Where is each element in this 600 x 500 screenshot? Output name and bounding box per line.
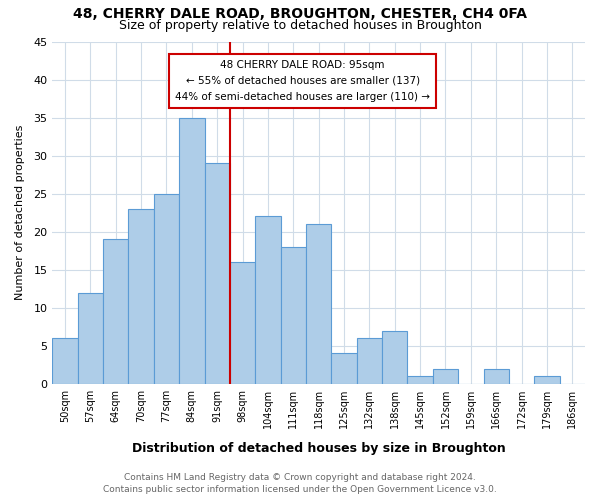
Bar xyxy=(534,376,560,384)
Bar xyxy=(433,368,458,384)
Bar xyxy=(255,216,281,384)
Bar xyxy=(154,194,179,384)
Bar xyxy=(77,292,103,384)
Bar xyxy=(205,163,230,384)
Text: Contains HM Land Registry data © Crown copyright and database right 2024.
Contai: Contains HM Land Registry data © Crown c… xyxy=(103,472,497,494)
Bar xyxy=(52,338,77,384)
Bar xyxy=(357,338,382,384)
Bar xyxy=(331,354,357,384)
Bar xyxy=(230,262,255,384)
X-axis label: Distribution of detached houses by size in Broughton: Distribution of detached houses by size … xyxy=(132,442,506,455)
Text: Size of property relative to detached houses in Broughton: Size of property relative to detached ho… xyxy=(119,19,481,32)
Bar xyxy=(103,240,128,384)
Bar xyxy=(128,209,154,384)
Bar xyxy=(306,224,331,384)
Y-axis label: Number of detached properties: Number of detached properties xyxy=(15,125,25,300)
Text: 48 CHERRY DALE ROAD: 95sqm
← 55% of detached houses are smaller (137)
44% of sem: 48 CHERRY DALE ROAD: 95sqm ← 55% of deta… xyxy=(175,60,430,102)
Bar xyxy=(281,247,306,384)
Bar xyxy=(484,368,509,384)
Bar xyxy=(407,376,433,384)
Bar xyxy=(382,330,407,384)
Text: 48, CHERRY DALE ROAD, BROUGHTON, CHESTER, CH4 0FA: 48, CHERRY DALE ROAD, BROUGHTON, CHESTER… xyxy=(73,8,527,22)
Bar xyxy=(179,118,205,384)
